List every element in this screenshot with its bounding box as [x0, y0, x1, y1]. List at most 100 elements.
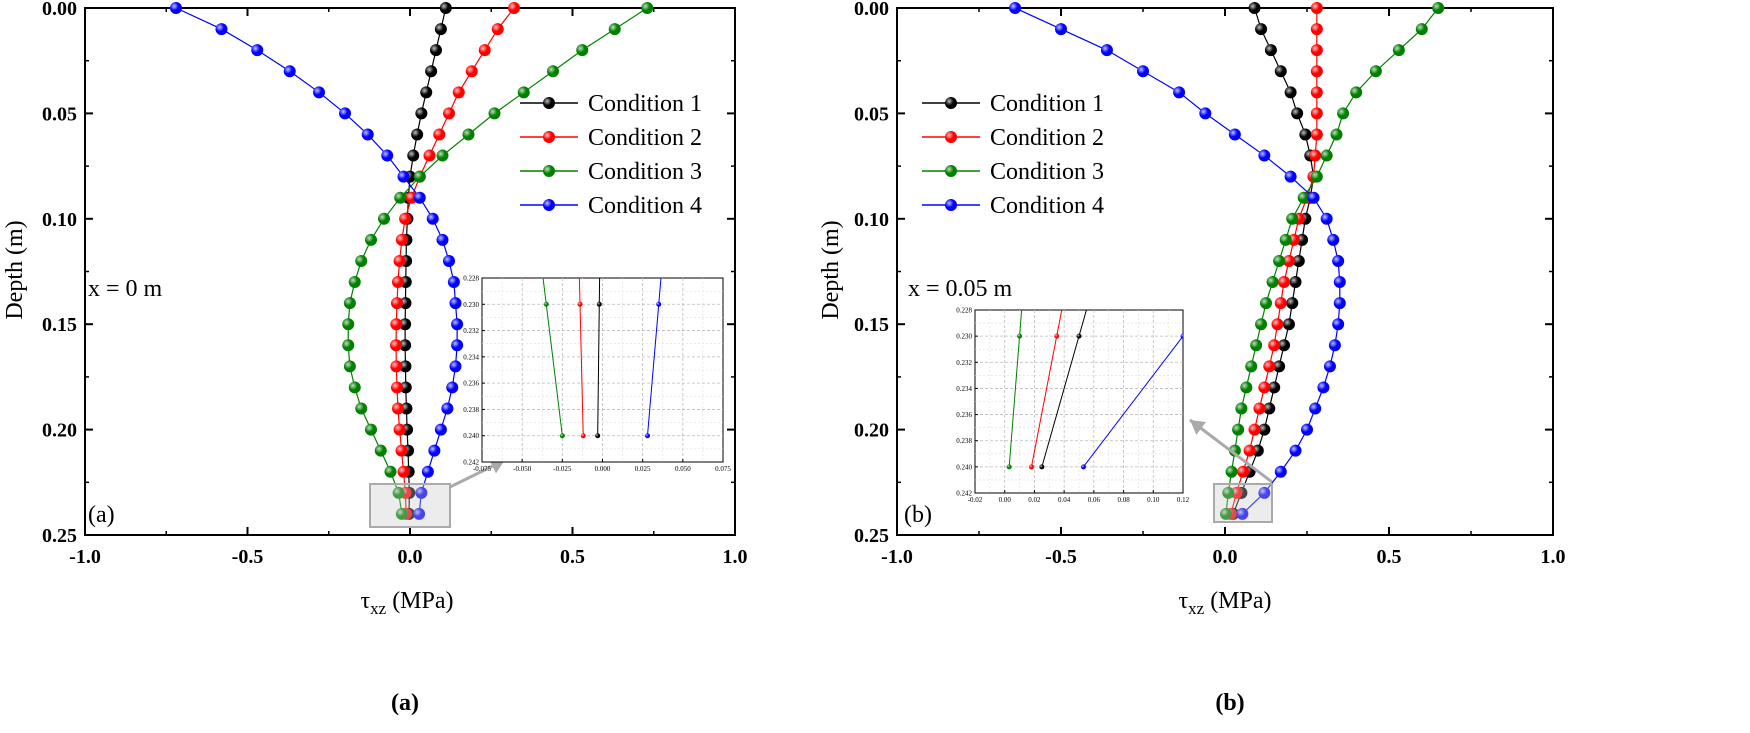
data-point [1219, 507, 1232, 520]
data-point [641, 2, 654, 14]
data-point [1225, 465, 1238, 478]
data-point [1274, 297, 1287, 310]
data-point [397, 170, 410, 183]
zoom-highlight-box [369, 483, 451, 528]
x-tick-label: -0.5 [232, 546, 264, 568]
series-condition-3 [1219, 2, 1445, 520]
data-point [452, 86, 465, 99]
data-point [1392, 44, 1405, 57]
data-point [449, 360, 462, 373]
inset-x-tick-label: -0.050 [513, 465, 532, 473]
inset-y-tick-label: 0.242 [956, 490, 972, 498]
y-tick-label: 0.20 [854, 420, 889, 442]
inset-x-tick-label: 0.000 [595, 465, 611, 473]
data-point [391, 381, 403, 394]
data-point [1332, 254, 1345, 267]
inset-data-point [1180, 333, 1183, 339]
data-point [1273, 254, 1286, 267]
inset-y-tick-label: 0.232 [956, 359, 972, 367]
inset-data-point [577, 301, 583, 307]
inset-chart: -0.075 -0.050 -0.025 0.000 0.025 0.050 0.075 0.… [463, 275, 731, 474]
inset-series-group [542, 278, 662, 439]
data-point [1266, 276, 1279, 289]
data-point [576, 44, 589, 57]
data-point [342, 318, 355, 331]
data-point [1240, 381, 1253, 394]
data-point [426, 212, 439, 225]
data-point [390, 360, 403, 373]
data-point [342, 339, 355, 352]
data-point [451, 318, 464, 331]
legend-marker [945, 97, 957, 109]
inset-data-point [580, 433, 586, 439]
series-condition-2 [390, 2, 520, 520]
data-point [1310, 107, 1323, 120]
data-point [1291, 107, 1304, 120]
y-tick-label: 0.00 [42, 0, 77, 20]
x-tick-label: -0.5 [1045, 546, 1077, 568]
data-point [390, 339, 403, 352]
inset-y-tick-label: 0.238 [463, 406, 479, 414]
y-tick-label: 0.05 [42, 103, 77, 125]
data-point [215, 23, 228, 36]
data-point [399, 339, 412, 352]
inset-y-tick-label: 0.234 [956, 385, 972, 393]
data-point [1248, 423, 1261, 436]
data-point [547, 65, 559, 78]
series-line [1225, 7, 1439, 514]
inset-data-point [656, 301, 662, 307]
data-point [348, 276, 361, 289]
y-tick-label: 0.00 [854, 0, 889, 20]
data-point [449, 297, 462, 310]
data-point [1279, 233, 1292, 246]
x-tick-label: 0.5 [560, 546, 585, 568]
data-point [462, 128, 475, 141]
legend-label: Condition 2 [588, 125, 702, 151]
series-condition-3 [342, 2, 654, 520]
data-point [443, 107, 455, 120]
data-point [420, 86, 433, 99]
data-point [1255, 318, 1268, 331]
data-point [355, 254, 368, 267]
inset-data-point [595, 433, 601, 439]
data-point [433, 128, 446, 141]
data-point [1253, 402, 1266, 415]
data-point [1268, 339, 1281, 352]
data-point [170, 2, 182, 14]
data-point [355, 402, 368, 415]
data-point [1310, 65, 1323, 78]
data-point [517, 86, 530, 99]
x-axis-unit: (MPa) [386, 588, 453, 614]
data-point [407, 149, 420, 162]
series-line [175, 7, 458, 514]
data-point [1278, 276, 1291, 289]
inset-y-tick-label: 0.240 [956, 463, 972, 471]
x-tick-label: 1.0 [723, 546, 748, 568]
inset-x-tick-label: 0.02 [1028, 496, 1041, 504]
data-point [1237, 465, 1250, 478]
x-axis-subscript: xz [1188, 599, 1205, 618]
data-point [251, 44, 264, 57]
data-point [608, 23, 621, 36]
data-point [446, 381, 459, 394]
data-point [399, 297, 412, 310]
inset-x-tick-label: -0.025 [553, 465, 572, 473]
data-point [428, 444, 441, 457]
legend-marker [543, 199, 555, 211]
panel-corner-label: (b) [904, 502, 932, 528]
y-tick-label: 0.10 [42, 209, 77, 231]
x-axis-symbol: τ [1178, 588, 1188, 614]
data-point [1301, 423, 1313, 436]
x-axis-unit: (MPa) [1204, 588, 1271, 614]
inset-data-point [1017, 333, 1023, 339]
data-point [1415, 23, 1428, 36]
data-point [283, 65, 296, 78]
data-point [447, 276, 460, 289]
data-point [348, 381, 361, 394]
data-point [413, 191, 426, 204]
data-point [1332, 318, 1345, 331]
inset-y-tick-label: 0.230 [463, 301, 479, 309]
data-point [1251, 444, 1264, 457]
inset-x-tick-label: 0.025 [635, 465, 651, 473]
data-point [508, 2, 520, 14]
